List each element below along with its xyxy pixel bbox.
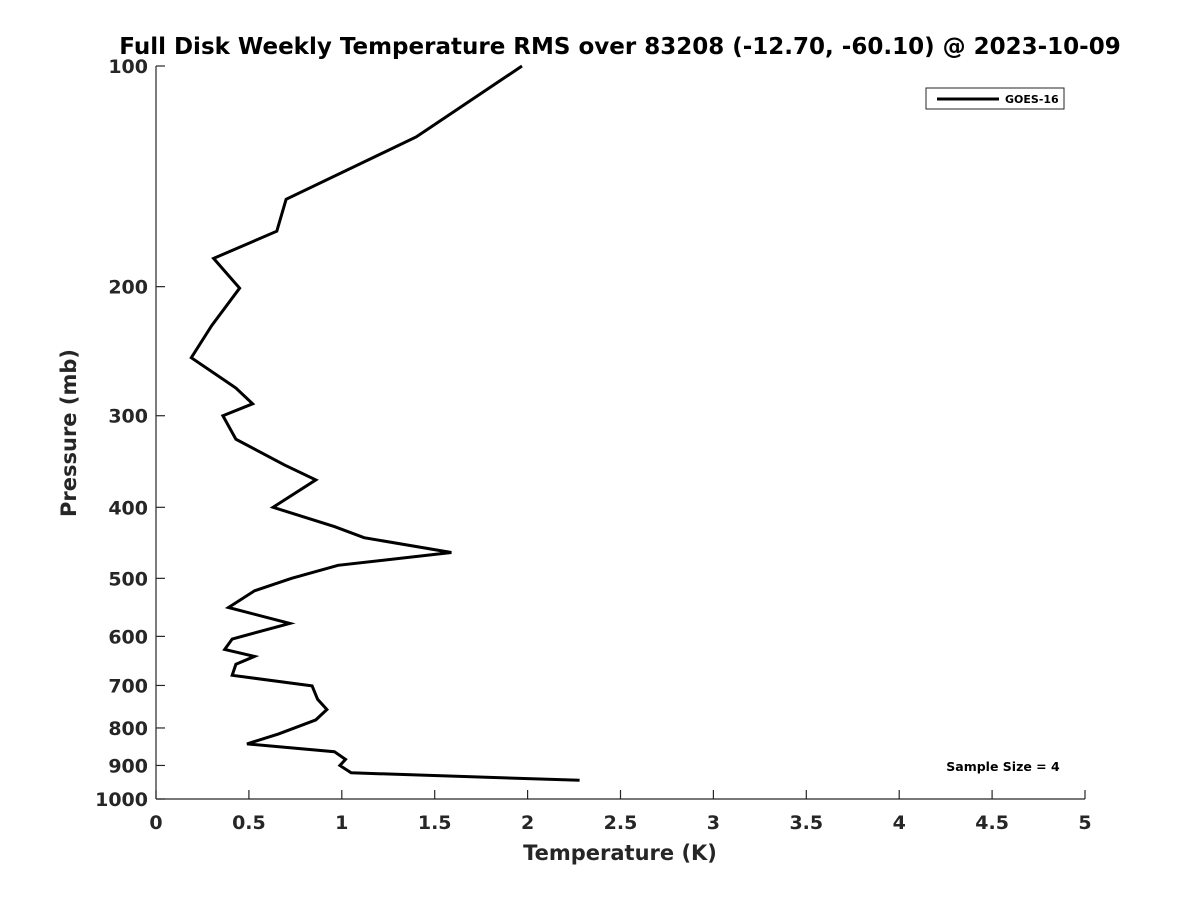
x-tick-label: 1 — [335, 812, 348, 834]
series-layer — [189, 64, 580, 782]
legend-label: GOES-16 — [1005, 93, 1059, 106]
sample-size-annotation: Sample Size = 4 — [946, 759, 1060, 774]
y-tick-label: 800 — [108, 718, 148, 740]
y-ticks: 100 200 300 400 500 600 700 800 900 1000 — [95, 56, 165, 811]
y-tick-label: 400 — [108, 497, 148, 519]
x-tick-label: 4.5 — [975, 812, 1009, 834]
x-tick-label: 0 — [149, 812, 162, 834]
y-axis-label: Pressure (mb) — [57, 349, 81, 517]
axes — [155, 66, 1085, 800]
y-tick-label: 100 — [108, 56, 148, 78]
legend: GOES-16 — [925, 87, 1065, 110]
x-tick-label: 0.5 — [232, 812, 266, 834]
x-axis-label: Temperature (K) — [523, 841, 717, 865]
y-tick-label: 500 — [108, 568, 148, 590]
x-tick-label: 4 — [893, 812, 906, 834]
x-tick-label: 2.5 — [604, 812, 638, 834]
x-tick-label: 5 — [1078, 812, 1091, 834]
x-tick-label: 1.5 — [418, 812, 452, 834]
y-tick-label: 900 — [108, 755, 148, 777]
x-tick-label: 3.5 — [789, 812, 823, 834]
y-tick-label: 600 — [108, 626, 148, 648]
y-tick-label: 700 — [108, 675, 148, 697]
chart-title: Full Disk Weekly Temperature RMS over 83… — [119, 34, 1121, 60]
y-tick-label: 1000 — [95, 789, 148, 811]
y-tick-label: 300 — [108, 406, 148, 428]
x-tick-label: 3 — [707, 812, 720, 834]
y-tick-label: 200 — [108, 277, 148, 299]
series-line-goes-16 — [189, 64, 580, 782]
x-ticks: 0 0.5 1 1.5 2 2.5 3 3.5 4 4.5 5 — [149, 790, 1092, 834]
x-tick-label: 2 — [521, 812, 534, 834]
